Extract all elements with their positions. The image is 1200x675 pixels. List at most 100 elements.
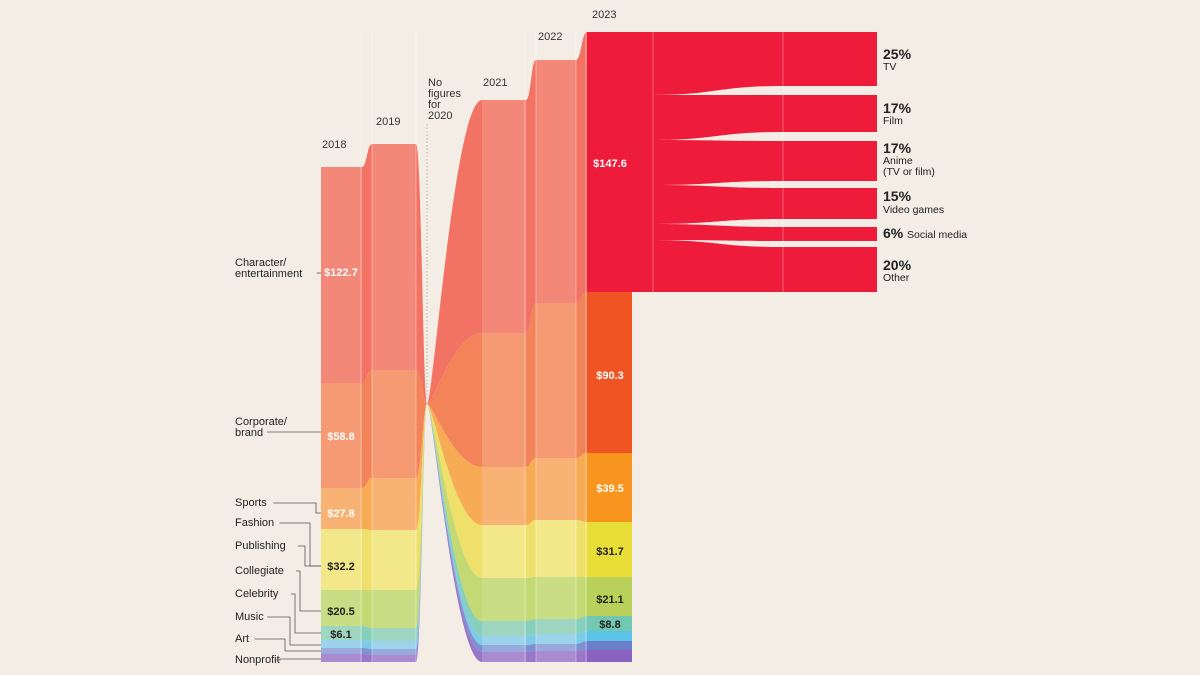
bar-segment-7-col-0	[321, 648, 362, 654]
bar-segment-8-col-1	[372, 655, 416, 662]
bar-segment-1-col-0	[321, 383, 362, 488]
bar-segment-6-col-0	[321, 640, 362, 648]
breakdown-label-1-0: Film	[883, 115, 903, 127]
bar-segment-1-col-1	[372, 370, 416, 478]
bar-segment-0-col-3	[536, 60, 576, 303]
bar-segment-1-col-2	[482, 333, 526, 467]
breakdown-pct-1: 17%	[883, 100, 912, 116]
flow-3-2018-2019	[362, 529, 372, 590]
breakdown-segment-1	[632, 95, 877, 140]
category-label-8-0: Art	[235, 633, 249, 645]
category-label-7-0: Music	[235, 611, 264, 623]
bar-segment-6-col-1	[372, 641, 416, 649]
flow-2-2019-2020	[416, 404, 427, 530]
bar-segment-1-col-3	[536, 303, 576, 458]
flow-2-2021-2022	[526, 458, 536, 525]
flow-6-2021-2022	[526, 634, 536, 645]
bar-segment-8-col-0	[321, 654, 362, 662]
category-leader-5	[296, 570, 321, 612]
bar-segment-4-col-1	[372, 590, 416, 628]
category-label-0-0: Character/	[235, 257, 287, 269]
breakdown-label-2-1: (TV or film)	[883, 166, 935, 178]
flow-2-2020-2021	[427, 404, 482, 525]
bar-segment-1-col-4	[587, 292, 632, 453]
value-2023-3: $31.7	[596, 546, 624, 558]
flow-0-2022-2023	[576, 32, 587, 303]
breakdown-label-5-0: Other	[883, 272, 910, 284]
flow-4-2019-2020	[416, 404, 427, 628]
bar-segment-0-col-0	[321, 167, 362, 383]
breakdown-segment-3	[632, 185, 877, 224]
breakdown-label-2-0: Anime	[883, 155, 913, 167]
flow-1-2021-2022	[526, 303, 536, 467]
bar-segment-7-col-1	[372, 649, 416, 655]
flow-2-2022-2023	[576, 453, 587, 522]
flow-0-2020-2021	[427, 100, 482, 404]
bar-segment-3-col-4	[587, 522, 632, 577]
flow-2-2018-2019	[362, 478, 372, 530]
breakdown-pct-3: 15%	[883, 188, 912, 204]
bar-segment-4-col-4	[587, 577, 632, 616]
bar-segment-5-col-4	[587, 616, 632, 631]
flow-7-2021-2022	[526, 644, 536, 652]
flow-8-2018-2019	[362, 654, 372, 662]
bar-segment-4-col-0	[321, 590, 362, 626]
flow-4-2018-2019	[362, 590, 372, 628]
category-label-4-0: Publishing	[235, 540, 286, 552]
breakdown-pct-0: 25%	[883, 46, 912, 62]
flow-0-2019-2020	[416, 144, 427, 404]
flow-3-2019-2020	[416, 404, 427, 590]
bar-segment-4-col-2	[482, 578, 526, 621]
flow-0-2018-2019	[362, 144, 372, 383]
year-column-layer	[321, 30, 632, 662]
bar-segment-0-col-1	[372, 144, 416, 370]
bar-segment-5-col-2	[482, 621, 526, 636]
bar-segment-7-col-4	[587, 641, 632, 650]
flow-8-2021-2022	[526, 651, 536, 662]
flow-3-2022-2023	[576, 520, 587, 577]
flow-0-2021-2022	[526, 60, 536, 333]
bar-segment-2-col-0	[321, 488, 362, 529]
category-label-2-0: Sports	[235, 497, 267, 509]
bar-segment-0-col-2	[482, 100, 526, 333]
year-label-2022: 2022	[538, 31, 562, 43]
missing-year-note-0: No	[428, 77, 442, 89]
value-2023-2: $39.5	[596, 483, 624, 495]
bar-segment-8-col-2	[482, 652, 526, 662]
flow-5-2018-2019	[362, 626, 372, 641]
bar-segment-0-col-4	[587, 32, 632, 292]
bar-segment-3-col-1	[372, 530, 416, 590]
flow-4-2022-2023	[576, 577, 587, 619]
flow-5-2021-2022	[526, 619, 536, 636]
value-2023-4: $21.1	[596, 594, 624, 606]
bar-segment-3-col-2	[482, 525, 526, 578]
flow-4-2021-2022	[526, 577, 536, 621]
flow-6-2022-2023	[576, 631, 587, 644]
bar-segment-5-col-1	[372, 628, 416, 641]
bar-segment-2-col-4	[587, 453, 632, 522]
flow-1-2020-2021	[427, 333, 482, 467]
flow-7-2022-2023	[576, 641, 587, 651]
bar-segment-7-col-3	[536, 644, 576, 651]
bar-segment-8-col-4	[587, 650, 632, 662]
breakdown-segment-5	[632, 240, 877, 292]
flow-8-2022-2023	[576, 650, 587, 662]
bar-segment-2-col-1	[372, 478, 416, 530]
value-2023-1: $90.3	[596, 370, 624, 382]
breakdown-label-3-0: Video games	[883, 204, 944, 216]
category-leader-4	[298, 545, 321, 567]
breakdown-label-4: Social media	[907, 229, 967, 241]
bar-segment-6-col-4	[587, 631, 632, 641]
flow-1-2018-2019	[362, 370, 372, 488]
bar-segment-5-col-3	[536, 619, 576, 634]
missing-year-note-1: figures	[428, 88, 462, 100]
flow-7-2018-2019	[362, 648, 372, 655]
bar-segment-5-col-0	[321, 626, 362, 640]
missing-year-note-3: 2020	[428, 110, 452, 122]
breakdown-segment-2	[632, 140, 877, 185]
bar-segment-3-col-3	[536, 520, 576, 577]
breakdown-2023-layer	[632, 32, 877, 292]
bar-segment-4-col-3	[536, 577, 576, 619]
breakdown-pct-4: 6%	[883, 225, 904, 241]
